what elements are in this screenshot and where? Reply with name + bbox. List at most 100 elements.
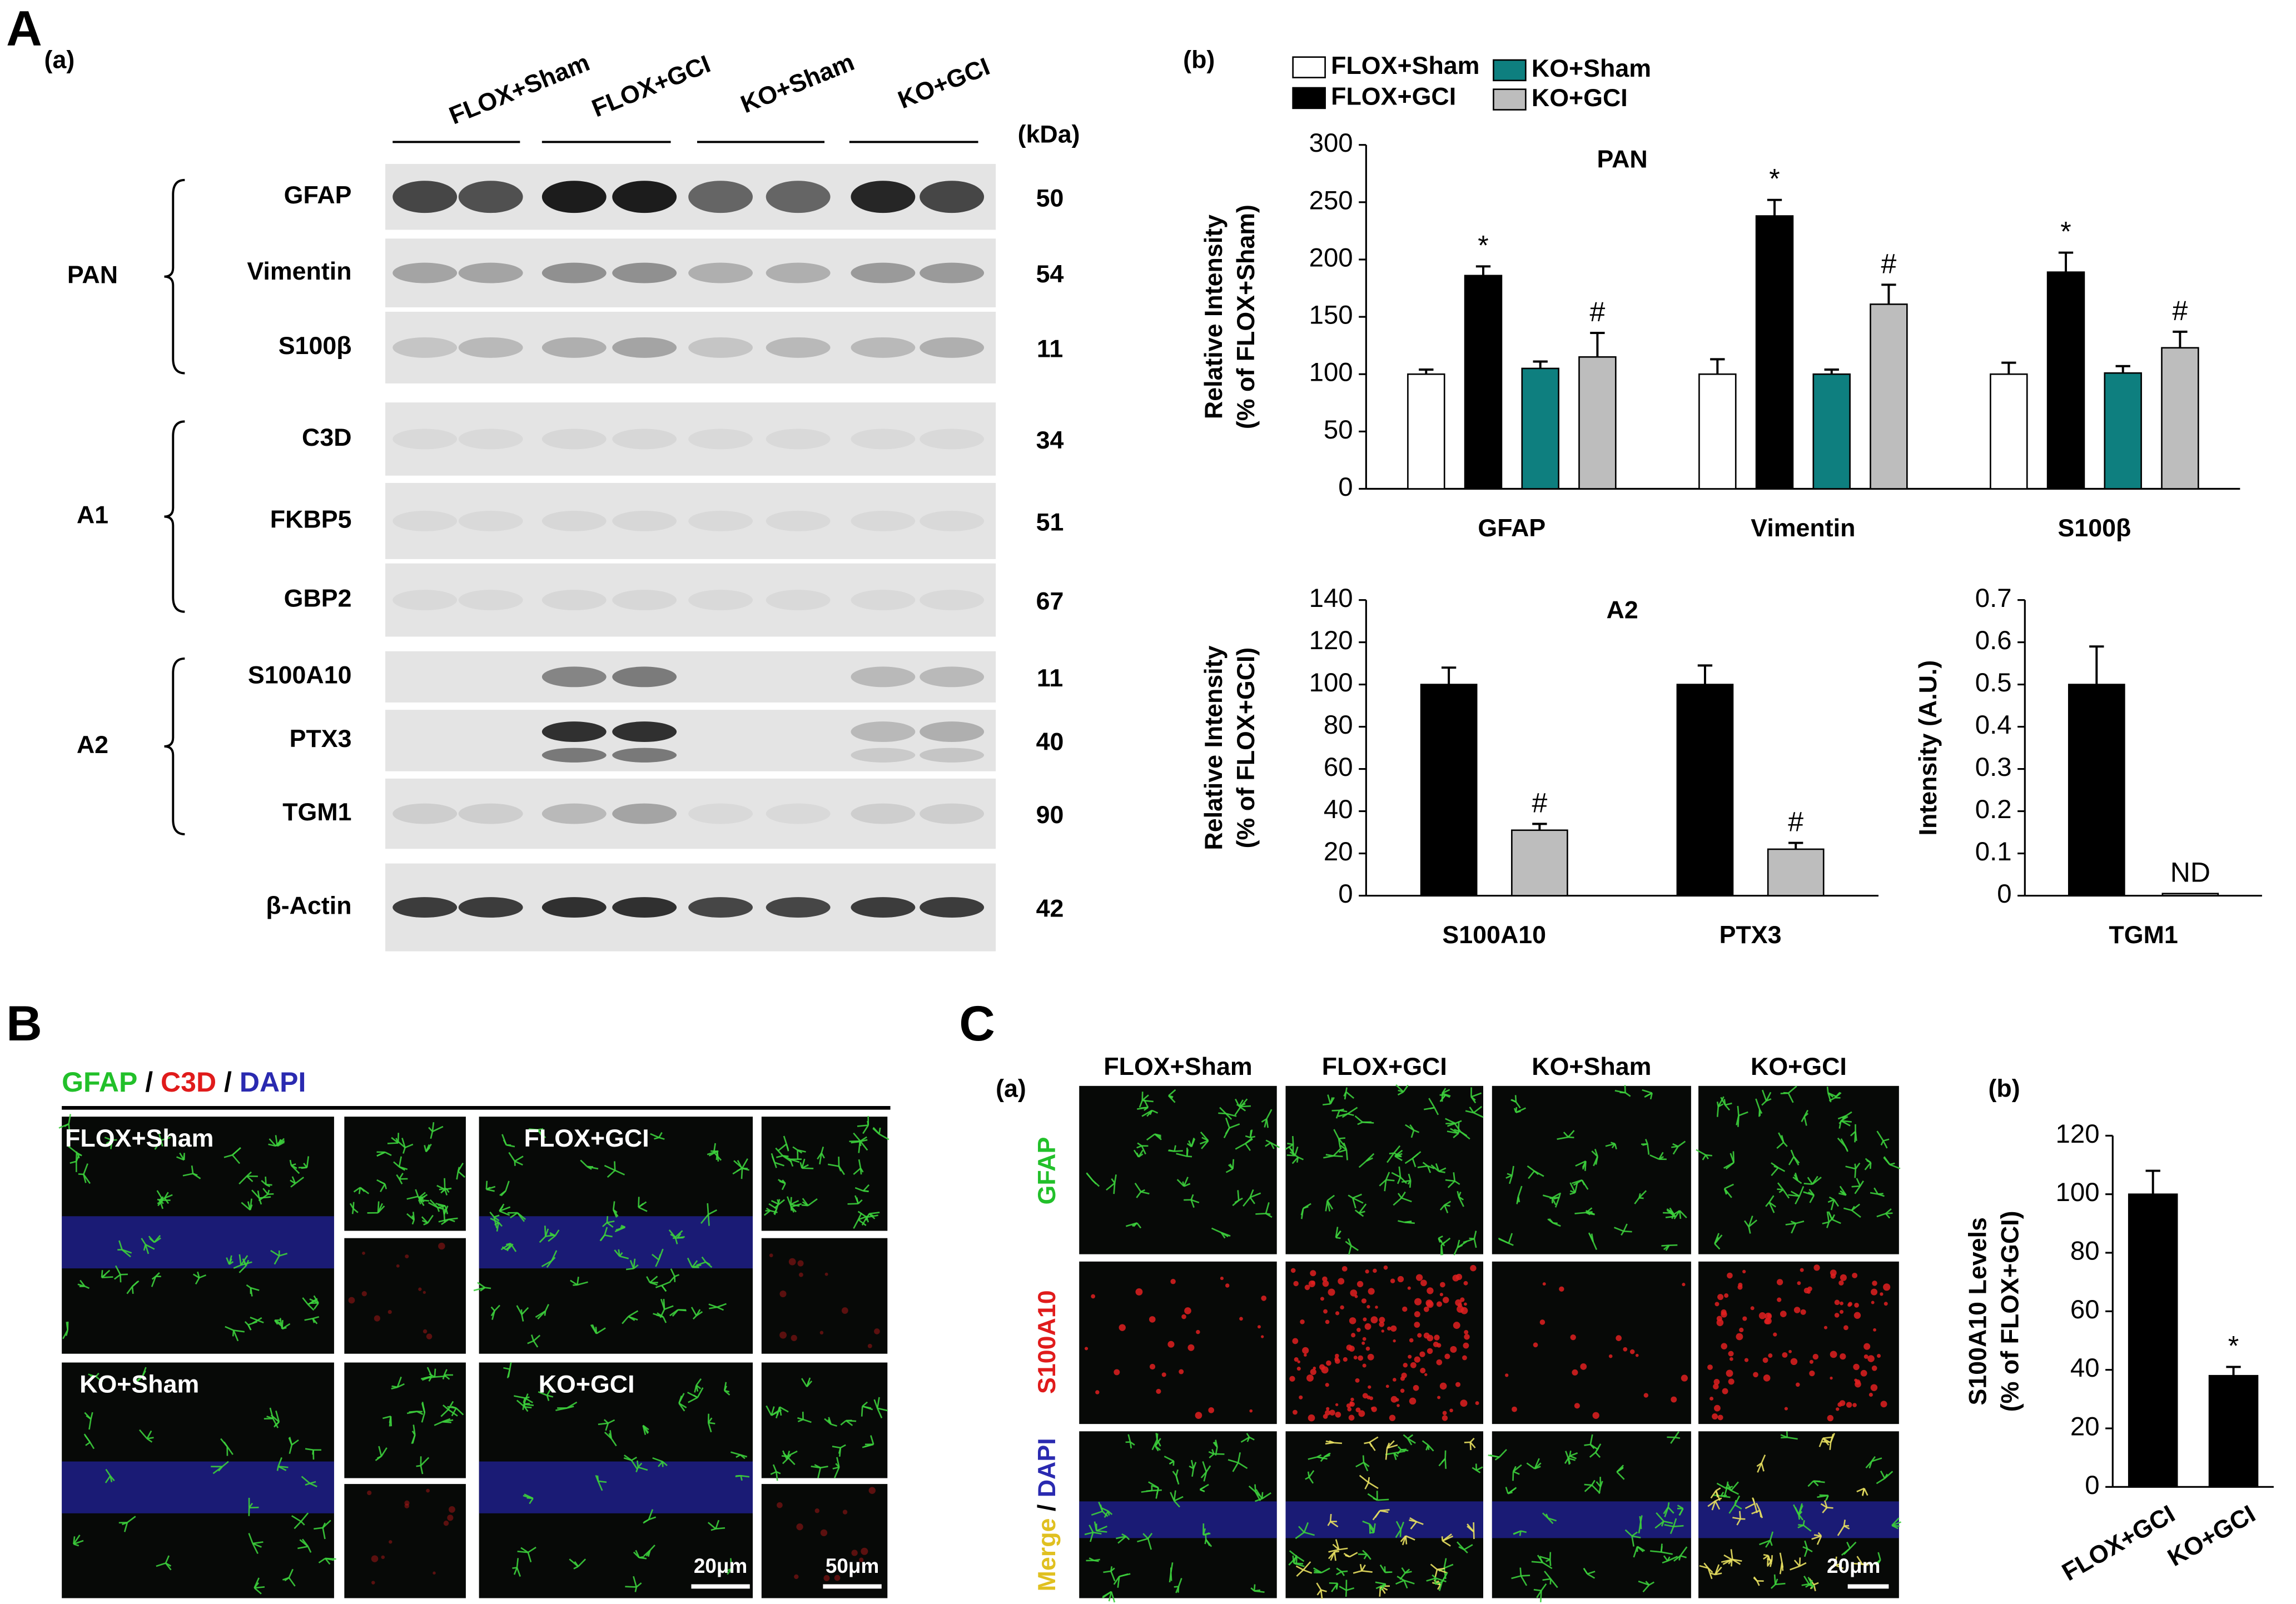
astrocyte — [1790, 1149, 1795, 1157]
astrocyte — [633, 1576, 638, 1587]
astrocyte — [1303, 1522, 1309, 1533]
astrocyte — [1147, 1532, 1153, 1540]
astrocyte — [1680, 1555, 1687, 1558]
astrocyte — [637, 1460, 639, 1468]
astrocyte — [1769, 1540, 1773, 1546]
astrocyte — [1819, 1494, 1828, 1496]
astrocyte — [1849, 1541, 1857, 1549]
blot-band — [392, 337, 458, 358]
astrocyte — [1851, 1209, 1861, 1218]
astrocyte — [655, 1259, 660, 1267]
astrocyte — [434, 1375, 446, 1378]
astrocyte — [1550, 1578, 1558, 1588]
astrocyte — [610, 1438, 617, 1447]
blot-band — [920, 181, 985, 213]
astrocyte — [1114, 1174, 1117, 1183]
astrocyte — [555, 1407, 568, 1411]
astrocyte — [1846, 1541, 1851, 1549]
micrograph — [761, 1362, 888, 1478]
astrocyte — [375, 1456, 382, 1461]
astrocyte — [717, 1306, 724, 1311]
astrocyte — [533, 1340, 539, 1348]
puncta — [1414, 1356, 1420, 1363]
astrocyte — [1634, 1197, 1640, 1204]
astrocyte — [1673, 1210, 1681, 1219]
astrocyte — [521, 1307, 529, 1316]
astrocyte — [570, 1279, 578, 1286]
astrocyte — [1104, 1511, 1109, 1518]
legend-swatch — [1292, 87, 1326, 109]
astrocyte — [1232, 1462, 1239, 1472]
astrocyte — [448, 1401, 454, 1410]
astrocyte — [1645, 1581, 1650, 1586]
astrocyte — [779, 1406, 789, 1413]
astrocyte — [1633, 1546, 1638, 1558]
astrocyte — [401, 1138, 406, 1148]
y-tick-label: 250 — [1309, 186, 1353, 215]
astrocyte — [1569, 1192, 1576, 1195]
legend-label: KO+GCI — [1532, 84, 1628, 112]
puncta — [1321, 1366, 1329, 1374]
astrocyte — [1790, 1565, 1800, 1571]
puncta — [1353, 1356, 1358, 1360]
astrocyte — [443, 1369, 448, 1376]
puncta — [404, 1500, 410, 1506]
astrocyte — [1435, 1581, 1443, 1585]
astrocyte — [1549, 1197, 1559, 1199]
astrocyte — [1379, 1564, 1386, 1573]
astrocyte — [1270, 1142, 1280, 1148]
astrocyte — [376, 1151, 386, 1157]
y-tick-label: 0.1 — [1975, 837, 2012, 866]
astrocyte — [523, 1398, 526, 1403]
blot-band — [920, 803, 985, 824]
puncta — [1329, 1409, 1335, 1416]
astrocyte — [238, 1175, 247, 1185]
puncta — [1868, 1392, 1873, 1397]
puncta — [426, 1333, 433, 1339]
blot-band — [541, 803, 607, 824]
astrocyte — [1661, 1521, 1664, 1527]
astrocyte — [1647, 1144, 1650, 1155]
astrocyte — [399, 1173, 404, 1180]
astrocyte — [692, 1260, 698, 1268]
astrocyte — [115, 1265, 121, 1275]
astrocyte — [192, 1173, 201, 1179]
astrocyte — [670, 1268, 675, 1277]
astrocyte — [1101, 1507, 1109, 1512]
blot-band — [688, 429, 753, 450]
panel-label: C — [959, 995, 995, 1051]
astrocyte — [1732, 1558, 1742, 1562]
astrocyte — [1804, 1540, 1808, 1550]
astrocyte — [1595, 1156, 1598, 1165]
astrocyte — [1716, 1107, 1719, 1117]
error-bar — [2226, 1366, 2241, 1376]
astrocyte — [1507, 1487, 1517, 1495]
astrocyte — [1473, 1105, 1483, 1114]
puncta — [1714, 1302, 1719, 1307]
astrocyte — [1534, 1458, 1540, 1469]
astrocyte — [840, 1444, 846, 1449]
astrocyte — [496, 1222, 500, 1232]
astrocyte — [1397, 1177, 1402, 1184]
astrocyte — [613, 1201, 615, 1210]
astrocyte — [1724, 1183, 1734, 1189]
astrocyte — [1843, 1525, 1850, 1530]
astrocyte — [786, 1456, 796, 1466]
astrocyte — [1768, 1202, 1776, 1208]
puncta — [1863, 1343, 1871, 1350]
astrocyte — [1737, 1105, 1740, 1116]
astrocyte — [83, 1174, 87, 1183]
astrocyte — [1412, 1153, 1419, 1159]
astrocyte — [1803, 1109, 1808, 1117]
blot-band — [541, 666, 607, 688]
astrocyte — [873, 1399, 878, 1409]
astrocyte — [1616, 1471, 1625, 1480]
puncta — [1709, 1396, 1714, 1401]
astrocyte — [1828, 1097, 1836, 1102]
puncta — [1297, 1360, 1300, 1363]
puncta — [1367, 1353, 1374, 1361]
stain: S100A10 — [1033, 1290, 1061, 1394]
puncta — [1349, 1317, 1356, 1324]
astrocyte — [1696, 1149, 1706, 1156]
y-axis-label: Relative Intensity — [1200, 645, 1227, 850]
